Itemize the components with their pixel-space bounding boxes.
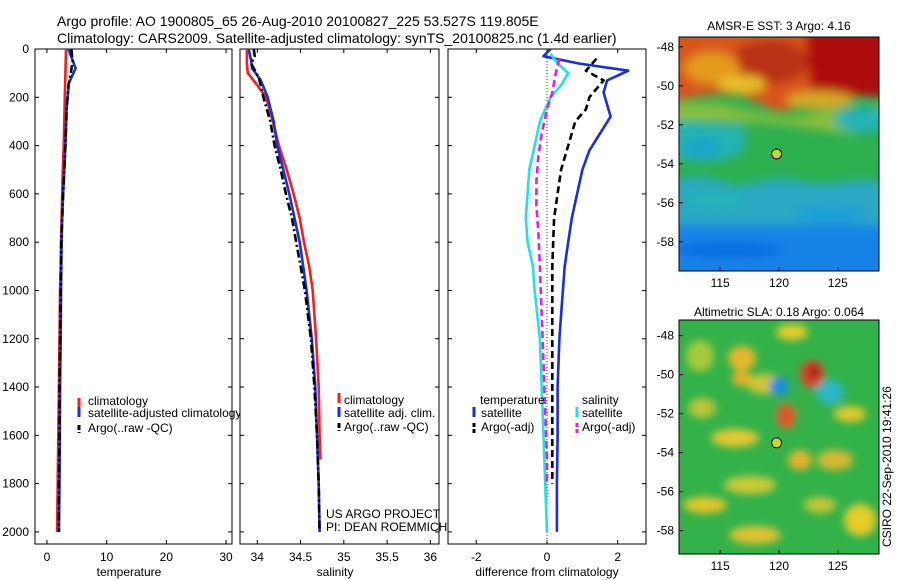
series-line-salinity-satellite (524, 53, 570, 532)
sst-argo-location-marker (771, 148, 783, 160)
legend-label-temp-satellite: satellite (481, 406, 522, 420)
map-y-tick-label: -56 (657, 485, 675, 499)
map-y-tick-label: -54 (657, 157, 675, 171)
x-tick-label: 0 (44, 550, 51, 564)
legend-label-sal-satellite: satellite (582, 406, 623, 420)
y-tick-label: 1600 (2, 428, 29, 442)
x-tick-label: 36 (424, 550, 438, 564)
map-y-tick-label: -48 (657, 329, 675, 343)
x-tick-label: 30 (219, 550, 233, 564)
figure-title-line2: Climatology: CARS2009. Satellite-adjuste… (57, 30, 617, 46)
legend-label-temp-argo: Argo(-adj) (481, 420, 534, 434)
salinity-legend: climatology satellite adj. clim. Argo(..… (337, 393, 435, 434)
series-line-climatology (245, 49, 322, 460)
y-tick-label: 600 (9, 187, 29, 201)
temperature-xlabel: temperature (97, 565, 162, 579)
x-tick-label: 34 (251, 550, 265, 564)
x-tick-label: 35 (337, 550, 351, 564)
map-x-tick-label: 125 (828, 559, 848, 573)
sla-map-title: Altimetric SLA: 0.18 Argo: 0.064 (694, 305, 864, 319)
map-x-tick-label: 115 (711, 559, 730, 573)
figure-title-line1: Argo profile: AO 1900805_65 26-Aug-2010 … (57, 13, 539, 29)
sla-color-field (683, 324, 876, 544)
legend-label-satellite-adj: satellite adj. clim. (344, 406, 435, 420)
map-x-tick-label: 120 (769, 559, 789, 573)
map-y-tick-label: -56 (657, 196, 675, 210)
difference-legend: temperature satellite Argo(-adj) salinit… (472, 393, 635, 434)
map-y-tick-label: -50 (657, 368, 675, 382)
map-x-tick-label: 125 (828, 276, 848, 290)
legend-label-argo: Argo(..raw -QC) (344, 420, 429, 434)
legend-label-climatology: climatology (88, 394, 148, 408)
salinity-xlabel: salinity (317, 565, 354, 579)
map-y-tick-label: -58 (657, 524, 675, 538)
difference-axes-frame (447, 48, 647, 545)
sla-argo-location-marker (771, 437, 783, 449)
x-tick-label: -2 (471, 550, 482, 564)
map-y-tick-label: -54 (657, 446, 675, 460)
timestamp-stamp: CSIRO 22-Sep-2010 19:41:26 (880, 386, 894, 547)
project-note: US ARGO PROJECT (326, 507, 441, 521)
y-tick-label: 2000 (2, 525, 29, 539)
x-tick-label: 0 (544, 550, 551, 564)
series-line-temperature-satellite (542, 48, 630, 532)
map-y-tick-label: -48 (657, 40, 675, 54)
legend-group-salinity: salinity (582, 393, 619, 407)
legend-label-satellite-adjusted: satellite-adjusted climatology (88, 406, 241, 420)
temperature-axes-frame (34, 48, 233, 545)
y-tick-label: 1200 (2, 332, 29, 346)
x-tick-label: 2 (614, 550, 621, 564)
map-y-tick-label: -50 (657, 79, 675, 93)
difference-profile-panel: -2 0 2 difference from climatology tempera… (447, 48, 647, 579)
legend-label-climatology: climatology (344, 393, 404, 407)
map-y-tick-label: -52 (657, 118, 675, 132)
y-tick-label: 1400 (2, 380, 29, 394)
series-line-argo-raw-qc (249, 48, 321, 532)
y-tick-label: 1000 (2, 283, 29, 297)
x-tick-label: 34.5 (289, 550, 313, 564)
legend-label-argo: Argo(..raw -QC) (88, 421, 173, 435)
x-tick-label: 10 (100, 550, 114, 564)
y-tick-label: 0 (22, 42, 29, 56)
legend-group-temperature: temperature (480, 393, 545, 407)
y-tick-label: 200 (9, 90, 29, 104)
salinity-axes-frame (239, 48, 440, 545)
map-y-tick-label: -52 (657, 407, 675, 421)
difference-xlabel: difference from climatology (475, 565, 618, 579)
x-tick-label: 20 (160, 550, 174, 564)
map-y-tick-label: -58 (657, 235, 675, 249)
map-x-tick-label: 120 (769, 276, 789, 290)
sst-map-panel: AMSR-E SST: 3 Argo: 4.16 (657, 19, 880, 290)
y-tick-label: 1800 (2, 477, 29, 491)
y-tick-label: 800 (9, 235, 29, 249)
sst-color-field (679, 37, 879, 271)
sst-map-title: AMSR-E SST: 3 Argo: 4.16 (707, 19, 851, 33)
legend-label-sal-argo: Argo(-adj) (582, 420, 635, 434)
pi-note: PI: DEAN ROEMMICH (326, 520, 447, 534)
salinity-profile-panel: 34 34.5 35 35.5 36 salinity climatology sate… (239, 48, 447, 579)
temperature-legend: climatology satellite-adjusted climatolo… (77, 394, 241, 435)
x-tick-label: 35.5 (375, 550, 399, 564)
sla-map-panel: Altimetric SLA: 0.18 Argo: 0.064 (657, 305, 880, 573)
temperature-profile-panel: 0 200 400 600 800 1000 1200 1400 1600 1800 2000 0 10… (2, 42, 241, 579)
series-line-temperature-argo-adj (550, 57, 605, 484)
series-line-salinity-argo-adj (535, 58, 561, 484)
map-x-tick-label: 115 (711, 276, 730, 290)
y-tick-label: 400 (9, 139, 29, 153)
